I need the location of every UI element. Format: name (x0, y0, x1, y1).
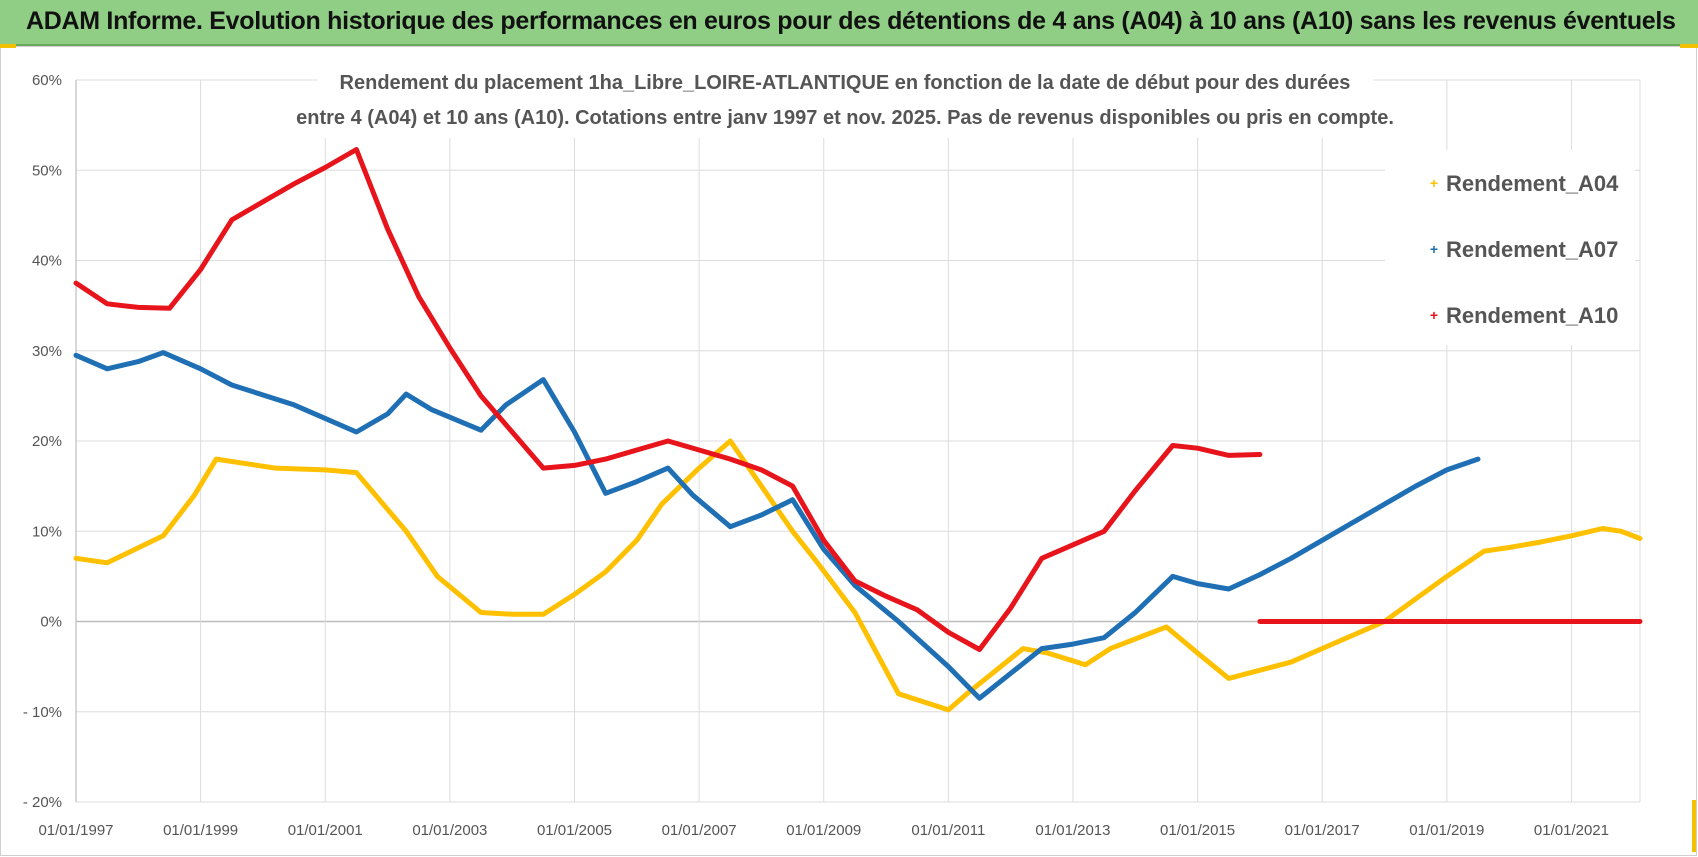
y-tick-label: 30% (32, 343, 62, 360)
y-tick-label: 50% (32, 162, 62, 179)
x-tick-label: 01/01/2021 (1534, 822, 1609, 839)
y-tick-label: 20% (32, 433, 62, 450)
x-tick-label: 01/01/2011 (911, 822, 985, 839)
x-tick-label: 01/01/1997 (38, 822, 113, 839)
x-tick-label: 01/01/2005 (537, 822, 612, 839)
y-tick-label: 40% (32, 253, 62, 270)
y-axis-ticks: 60% 50% 40% 30% 20% 10% 0% - 10% - 20% (23, 72, 62, 811)
chart-title-line-2: entre 4 (A04) et 10 ans (A10). Cotations… (296, 107, 1394, 129)
corner-mark-top-left (0, 44, 16, 48)
x-tick-label: 01/01/1999 (163, 822, 238, 839)
legend-label: Rendement_A10 (1446, 303, 1618, 328)
x-tick-label: 01/01/2001 (288, 822, 363, 839)
corner-mark-bottom-right (1692, 800, 1696, 852)
chart-title-line-1: Rendement du placement 1ha_Libre_LOIRE-A… (340, 72, 1351, 94)
series-line-rendement-a10 (73, 147, 1263, 652)
series-line-rendement-a04 (73, 438, 1643, 713)
series-lines (73, 147, 1643, 713)
legend: + Rendement_A04 + Rendement_A07 + Rendement_A… (1430, 171, 1619, 328)
header-banner: ADAM Informe. Evolution historique des p… (0, 0, 1698, 46)
x-tick-label: 01/01/2019 (1409, 822, 1484, 839)
x-tick-label: 01/01/2003 (412, 822, 487, 839)
legend-background (1385, 150, 1635, 345)
legend-label: Rendement_A04 (1446, 171, 1619, 196)
y-tick-label: 60% (32, 72, 62, 89)
corner-mark-top-right (1680, 44, 1698, 48)
x-tick-label: 01/01/2015 (1160, 822, 1235, 839)
x-tick-label: 01/01/2013 (1035, 822, 1110, 839)
x-axis-ticks: 01/01/1997 01/01/1999 01/01/2001 01/01/2003… (38, 822, 1609, 839)
x-tick-label: 01/01/2017 (1285, 822, 1360, 839)
chart-title-background (318, 66, 1373, 138)
y-tick-label: 10% (32, 523, 62, 540)
legend-marker: + (1430, 241, 1438, 257)
y-tick-label: 0% (40, 614, 62, 631)
x-tick-label: 01/01/2009 (786, 822, 861, 839)
y-tick-label: - 20% (23, 794, 62, 811)
legend-marker: + (1430, 307, 1438, 323)
y-tick-label: - 10% (23, 704, 62, 721)
legend-marker: + (1430, 175, 1438, 191)
x-tick-label: 01/01/2007 (662, 822, 737, 839)
series-line-rendement-a07 (73, 350, 1481, 701)
legend-label: Rendement_A07 (1446, 237, 1618, 262)
page-title: ADAM Informe. Evolution historique des p… (26, 7, 1676, 35)
chart-frame (0, 46, 1697, 856)
